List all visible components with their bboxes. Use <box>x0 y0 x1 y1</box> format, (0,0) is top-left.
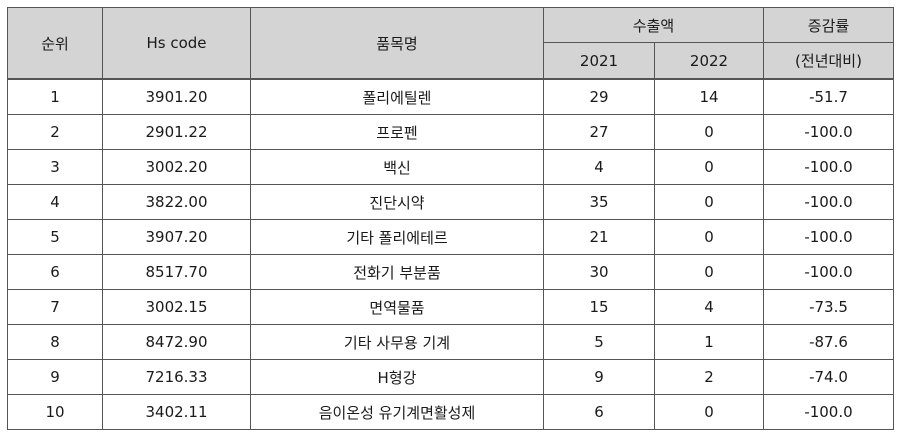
table-row: 6 8517.70 전화기 부분품 30 0 -100.0 <box>7 254 894 290</box>
table-row: 7 3002.15 면역물품 15 4 -73.5 <box>7 289 894 325</box>
header-year-2021: 2021 <box>543 42 655 80</box>
table-row: 1 3901.20 폴리에틸렌 29 14 -51.7 <box>7 78 894 115</box>
table-body: 1 3901.20 폴리에틸렌 29 14 -51.7 2 2901.22 프로펜 27 0 -100… <box>7 78 894 430</box>
cell-hs-code: 2901.22 <box>102 114 251 150</box>
cell-export-2022: 4 <box>654 289 764 325</box>
cell-hs-code: 3402.11 <box>102 394 251 430</box>
table-row: 2 2901.22 프로펜 27 0 -100.0 <box>7 114 894 150</box>
table-row: 10 3402.11 음이온성 유기계면활성제 6 0 -100.0 <box>7 394 894 430</box>
cell-rank: 9 <box>7 359 103 395</box>
header-year-2022: 2022 <box>654 42 764 80</box>
cell-hs-code: 3002.15 <box>102 289 251 325</box>
cell-hs-code: 8472.90 <box>102 324 251 360</box>
cell-export-2021: 27 <box>543 114 655 150</box>
cell-export-2021: 5 <box>543 324 655 360</box>
cell-export-2021: 21 <box>543 219 655 255</box>
cell-export-2022: 0 <box>654 149 764 185</box>
cell-rank: 1 <box>7 78 103 115</box>
table-header: 순위 Hs code 품목명 수출액 증감률 2021 2022 (전년대비) <box>7 7 894 80</box>
cell-rank: 3 <box>7 149 103 185</box>
cell-change-rate: -100.0 <box>763 184 894 220</box>
cell-item-name: 프로펜 <box>250 114 544 150</box>
cell-export-2022: 2 <box>654 359 764 395</box>
cell-item-name: 폴리에틸렌 <box>250 78 544 115</box>
cell-rank: 10 <box>7 394 103 430</box>
header-change-rate-sub: (전년대비) <box>763 42 894 80</box>
cell-export-2021: 35 <box>543 184 655 220</box>
cell-hs-code: 3822.00 <box>102 184 251 220</box>
cell-export-2021: 15 <box>543 289 655 325</box>
cell-hs-code: 8517.70 <box>102 254 251 290</box>
cell-export-2022: 0 <box>654 394 764 430</box>
cell-export-2021: 4 <box>543 149 655 185</box>
header-export-amount: 수출액 <box>543 7 764 43</box>
header-change-rate: 증감률 <box>763 7 894 43</box>
cell-hs-code: 3901.20 <box>102 78 251 115</box>
cell-export-2021: 9 <box>543 359 655 395</box>
cell-item-name: 기타 사무용 기계 <box>250 324 544 360</box>
cell-rank: 6 <box>7 254 103 290</box>
cell-item-name: 진단시약 <box>250 184 544 220</box>
cell-export-2021: 6 <box>543 394 655 430</box>
table-row: 5 3907.20 기타 폴리에테르 21 0 -100.0 <box>7 219 894 255</box>
table-row: 3 3002.20 백신 4 0 -100.0 <box>7 149 894 185</box>
table-row: 4 3822.00 진단시약 35 0 -100.0 <box>7 184 894 220</box>
cell-change-rate: -100.0 <box>763 114 894 150</box>
cell-rank: 8 <box>7 324 103 360</box>
cell-hs-code: 3907.20 <box>102 219 251 255</box>
cell-export-2022: 0 <box>654 114 764 150</box>
cell-change-rate: -100.0 <box>763 254 894 290</box>
cell-change-rate: -74.0 <box>763 359 894 395</box>
cell-item-name: 기타 폴리에테르 <box>250 219 544 255</box>
cell-change-rate: -100.0 <box>763 149 894 185</box>
cell-change-rate: -100.0 <box>763 394 894 430</box>
cell-item-name: H형강 <box>250 359 544 395</box>
cell-item-name: 음이온성 유기계면활성제 <box>250 394 544 430</box>
cell-rank: 2 <box>7 114 103 150</box>
cell-rank: 5 <box>7 219 103 255</box>
header-rank: 순위 <box>7 7 103 80</box>
table-row: 9 7216.33 H형강 9 2 -74.0 <box>7 359 894 395</box>
cell-hs-code: 3002.20 <box>102 149 251 185</box>
cell-export-2022: 0 <box>654 254 764 290</box>
cell-rank: 4 <box>7 184 103 220</box>
header-hs-code: Hs code <box>102 7 251 80</box>
header-item-name: 품목명 <box>250 7 544 80</box>
table-row: 8 8472.90 기타 사무용 기계 5 1 -87.6 <box>7 324 894 360</box>
cell-item-name: 면역물품 <box>250 289 544 325</box>
cell-item-name: 백신 <box>250 149 544 185</box>
cell-export-2022: 0 <box>654 184 764 220</box>
cell-rank: 7 <box>7 289 103 325</box>
export-table-container: 순위 Hs code 품목명 수출액 증감률 2021 2022 (전년대비) … <box>7 7 894 430</box>
cell-change-rate: -87.6 <box>763 324 894 360</box>
cell-change-rate: -100.0 <box>763 219 894 255</box>
cell-export-2021: 29 <box>543 78 655 115</box>
cell-export-2021: 30 <box>543 254 655 290</box>
cell-export-2022: 14 <box>654 78 764 115</box>
cell-item-name: 전화기 부분품 <box>250 254 544 290</box>
cell-export-2022: 0 <box>654 219 764 255</box>
cell-export-2022: 1 <box>654 324 764 360</box>
cell-change-rate: -73.5 <box>763 289 894 325</box>
cell-hs-code: 7216.33 <box>102 359 251 395</box>
cell-change-rate: -51.7 <box>763 78 894 115</box>
export-table: 순위 Hs code 품목명 수출액 증감률 2021 2022 (전년대비) … <box>7 7 894 430</box>
